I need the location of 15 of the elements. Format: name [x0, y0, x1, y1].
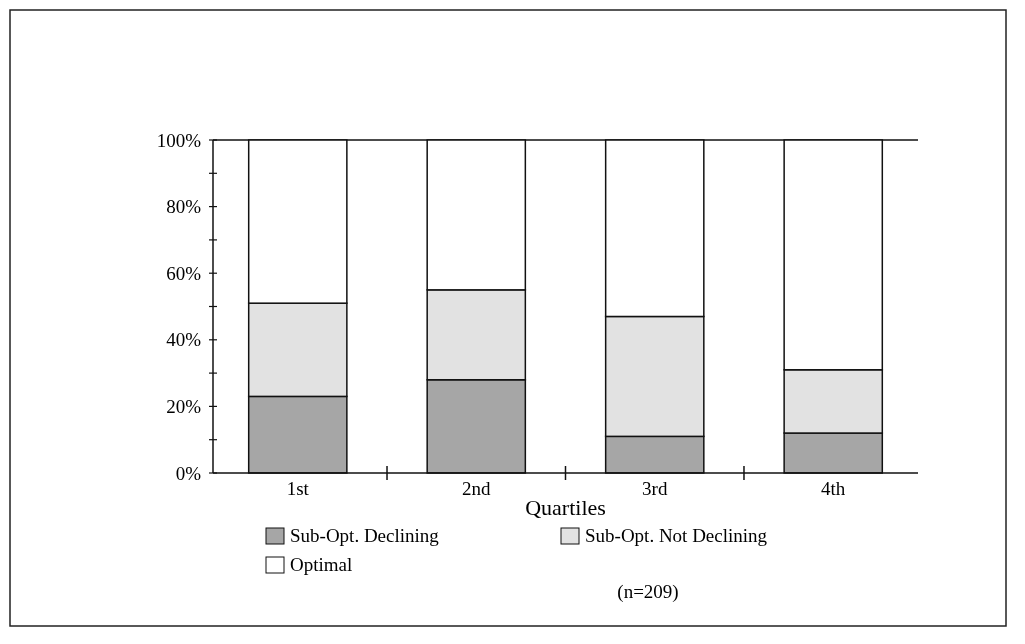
y-tick-label: 80%: [166, 196, 202, 218]
x-tick-label: 1st: [286, 478, 310, 499]
y-tick-label: 20%: [166, 396, 202, 418]
x-tick-label: 4th: [821, 478, 846, 499]
legend-label: Sub-Opt. Not Declining: [585, 525, 768, 546]
y-tick-label: 0%: [175, 462, 202, 484]
y-tick-label: 60%: [166, 262, 202, 284]
legend-label: Sub-Opt. Declining: [290, 525, 440, 546]
x-tick-label: 2nd: [462, 478, 492, 499]
y-tick-label: 40%: [166, 329, 202, 351]
text: (n=209): [617, 581, 679, 603]
x-tick-label: 3rd: [642, 478, 668, 499]
x-axis-title: Quartiles: [525, 495, 606, 520]
y-tick-label: 100%: [156, 129, 202, 151]
legend-label: Optimal: [290, 554, 353, 575]
